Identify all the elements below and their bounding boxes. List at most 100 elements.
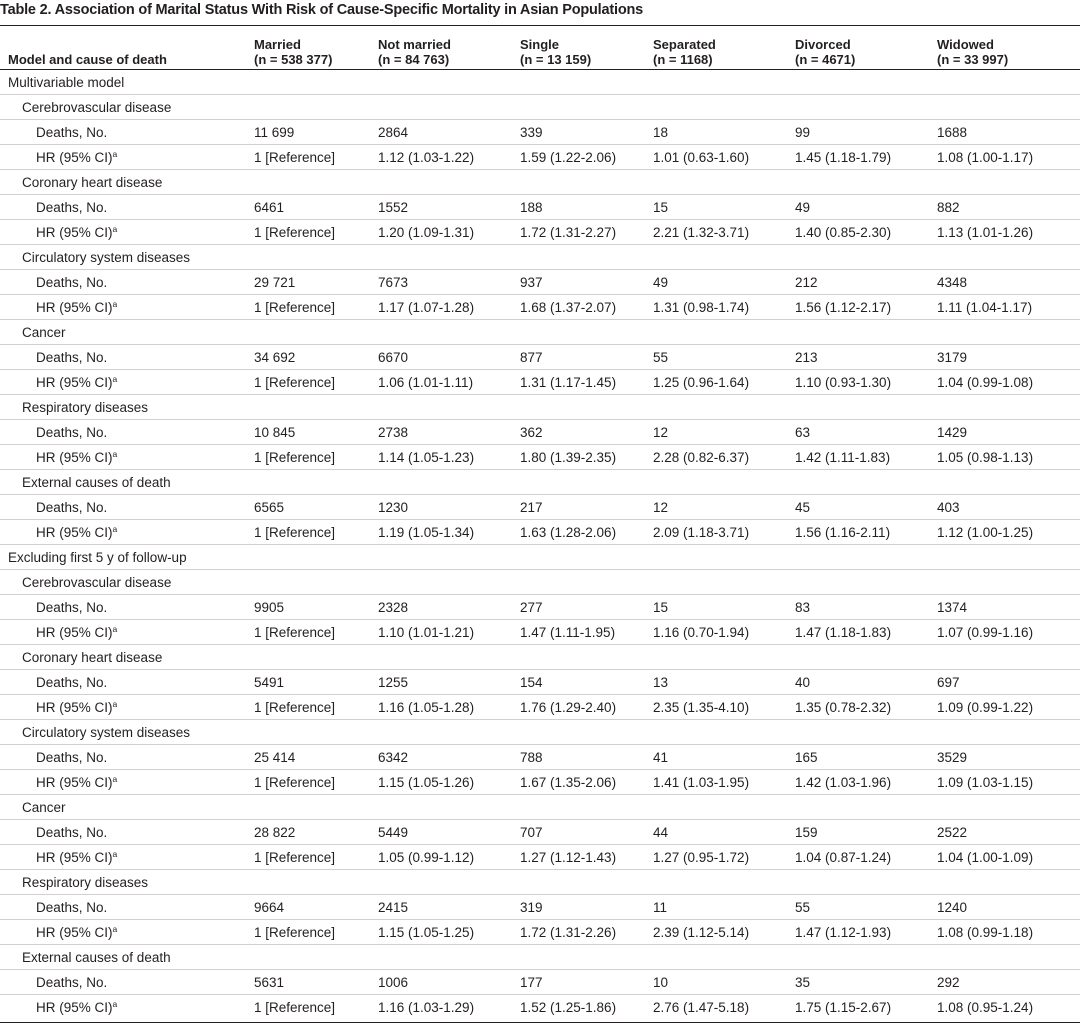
hr-value-cell: 1.14 (1.05-1.23): [378, 444, 520, 470]
cause-row: Circulatory system diseases: [0, 244, 1080, 270]
cause-label: External causes of death: [0, 469, 1080, 495]
deaths-value-cell: 5449: [378, 819, 520, 845]
hr-value-cell: 1.42 (1.03-1.96): [795, 769, 937, 795]
cause-label: Coronary heart disease: [0, 169, 1080, 195]
hr-value-cell: 1.75 (1.15-2.67): [795, 999, 892, 1015]
footnote-marker: a: [112, 523, 118, 534]
column-header-name: Not married: [378, 37, 451, 52]
deaths-value-cell: 1374: [937, 594, 1080, 620]
column-header-name: Separated: [653, 37, 716, 52]
hr-value-cell: 1 [Reference]: [254, 999, 336, 1015]
model-row: Excluding first 5 y of follow-up: [0, 544, 1080, 570]
hr-value-cell: 1.04 (1.00-1.09): [937, 844, 1080, 870]
hr-value-cell: 1.05 (0.98-1.13): [937, 444, 1080, 470]
hr-value-cell: 1.08 (0.95-1.24): [937, 999, 1034, 1015]
table-row: HR (95% CI)a 1 [Reference] 1.05 (0.99-1.12…: [0, 844, 1080, 870]
hr-value-cell: 1.10 (1.01-1.21): [378, 619, 520, 645]
deaths-value-cell: 13: [653, 669, 795, 695]
column-header-n: (n = 84 763): [378, 52, 450, 67]
deaths-value-cell: 34 692: [254, 344, 378, 370]
table-row: Deaths, No. 5631 1006 177 10 35 292: [0, 969, 1080, 995]
cause-label: Respiratory diseases: [0, 869, 1080, 895]
hr-value-cell: 1.72 (1.31-2.27): [520, 219, 653, 245]
hr-value-cell: 1.63 (1.28-2.06): [520, 519, 653, 545]
deaths-value-cell: 10 845: [254, 419, 378, 445]
table-row: Deaths, No. 25 414 6342 788 41 165 3529: [0, 744, 1080, 770]
table-row: Deaths, No. 9664 2415 319 11 55 1240: [0, 894, 1080, 920]
deaths-value-cell: 788: [520, 744, 653, 770]
deaths-value-cell: 159: [795, 819, 937, 845]
column-header-n: (n = 4671): [795, 52, 856, 67]
deaths-value-cell: 9905: [254, 594, 378, 620]
hr-value-cell: 1.56 (1.12-2.17): [795, 294, 937, 320]
hr-label-text: HR (95% CI): [36, 999, 113, 1015]
hr-row-label: HR (95% CI)a: [0, 995, 254, 1020]
hr-value-cell: 1.16 (1.03-1.29): [378, 999, 475, 1015]
model-row: Multivariable model: [0, 69, 1080, 95]
column-header-married: Married (n = 538 377): [254, 28, 378, 70]
hr-value-cell: 1 [Reference]: [254, 369, 378, 395]
deaths-row-label: Deaths, No.: [0, 594, 254, 620]
column-header-n: (n = 538 377): [254, 52, 333, 67]
hr-row-label: HR (95% CI)a: [0, 444, 254, 470]
deaths-value-cell: 41: [653, 744, 795, 770]
hr-value-cell: 1.27 (0.95-1.72): [653, 844, 795, 870]
table-row: HR (95% CI)a 1 [Reference] 1.15 (1.05-1.25…: [0, 919, 1080, 945]
mortality-table: Model and cause of death Married (n = 538…: [0, 28, 1080, 1019]
model-label: Excluding first 5 y of follow-up: [0, 544, 1080, 570]
cause-row: Cancer: [0, 794, 1080, 820]
hr-row-label: HR (95% CI)a: [0, 844, 254, 870]
deaths-value-cell: 6461: [254, 194, 378, 220]
hr-value-cell: 1.67 (1.35-2.06): [520, 769, 653, 795]
deaths-value-cell: 154: [520, 669, 653, 695]
deaths-value-cell: 49: [795, 194, 937, 220]
deaths-value-cell: 277: [520, 594, 653, 620]
deaths-value-cell: 25 414: [254, 744, 378, 770]
hr-value-cell: 1.01 (0.63-1.60): [653, 144, 795, 170]
column-header-separated: Separated (n = 1168): [653, 28, 795, 70]
deaths-value-cell: 1255: [378, 669, 520, 695]
cause-label: Cerebrovascular disease: [0, 94, 1080, 120]
cause-row: Coronary heart disease: [0, 644, 1080, 670]
footnote-marker: a: [112, 298, 118, 309]
deaths-value-cell: 49: [653, 269, 795, 295]
hr-value-cell: 1.56 (1.16-2.11): [795, 519, 937, 545]
cause-row: Circulatory system diseases: [0, 719, 1080, 745]
cause-row: External causes of death: [0, 469, 1080, 495]
footnote-marker: a: [112, 848, 118, 859]
cause-label: Cerebrovascular disease: [0, 569, 1080, 595]
cause-row: Cancer: [0, 319, 1080, 345]
model-label: Multivariable model: [0, 69, 1080, 95]
hr-label-text: HR (95% CI): [36, 224, 113, 240]
hr-label-text: HR (95% CI): [36, 699, 113, 715]
table-row: HR (95% CI)a 1 [Reference] 1.10 (1.01-1.21…: [0, 619, 1080, 645]
footnote-marker: a: [112, 448, 118, 459]
column-header-name: Divorced: [795, 37, 851, 52]
hr-row-label: HR (95% CI)a: [0, 294, 254, 320]
table-title: Table 2. Association of Marital Status W…: [0, 2, 644, 18]
column-header-n: (n = 13 159): [520, 52, 592, 67]
deaths-value-cell: 11 699: [254, 119, 378, 145]
hr-value-cell: 1 [Reference]: [254, 919, 378, 945]
deaths-value-cell: 83: [795, 594, 937, 620]
cause-label: External causes of death: [0, 944, 1080, 970]
table-row: HR (95% CI)a 1 [Reference] 1.14 (1.05-1.23…: [0, 444, 1080, 470]
cause-row: Respiratory diseases: [0, 394, 1080, 420]
hr-value-cell: 1 [Reference]: [254, 694, 378, 720]
cause-row: External causes of death: [0, 944, 1080, 970]
deaths-value-cell: 1429: [937, 419, 1080, 445]
footnote-marker: a: [112, 698, 118, 709]
hr-label-text: HR (95% CI): [36, 449, 113, 465]
hr-value-cell: 1.80 (1.39-2.35): [520, 444, 653, 470]
deaths-value-cell: 63: [795, 419, 937, 445]
hr-value-cell: 1.06 (1.01-1.11): [378, 369, 520, 395]
deaths-value-cell: 165: [795, 744, 937, 770]
footnote-marker: a: [112, 773, 118, 784]
footnote-marker: a: [112, 623, 118, 634]
table-row: Deaths, No. 29 721 7673 937 49 212 4348: [0, 269, 1080, 295]
hr-value-cell: 1.47 (1.11-1.95): [520, 619, 653, 645]
deaths-value-cell: 319: [520, 894, 653, 920]
deaths-value-cell: 45: [795, 494, 937, 520]
deaths-value-cell: 697: [937, 669, 1080, 695]
